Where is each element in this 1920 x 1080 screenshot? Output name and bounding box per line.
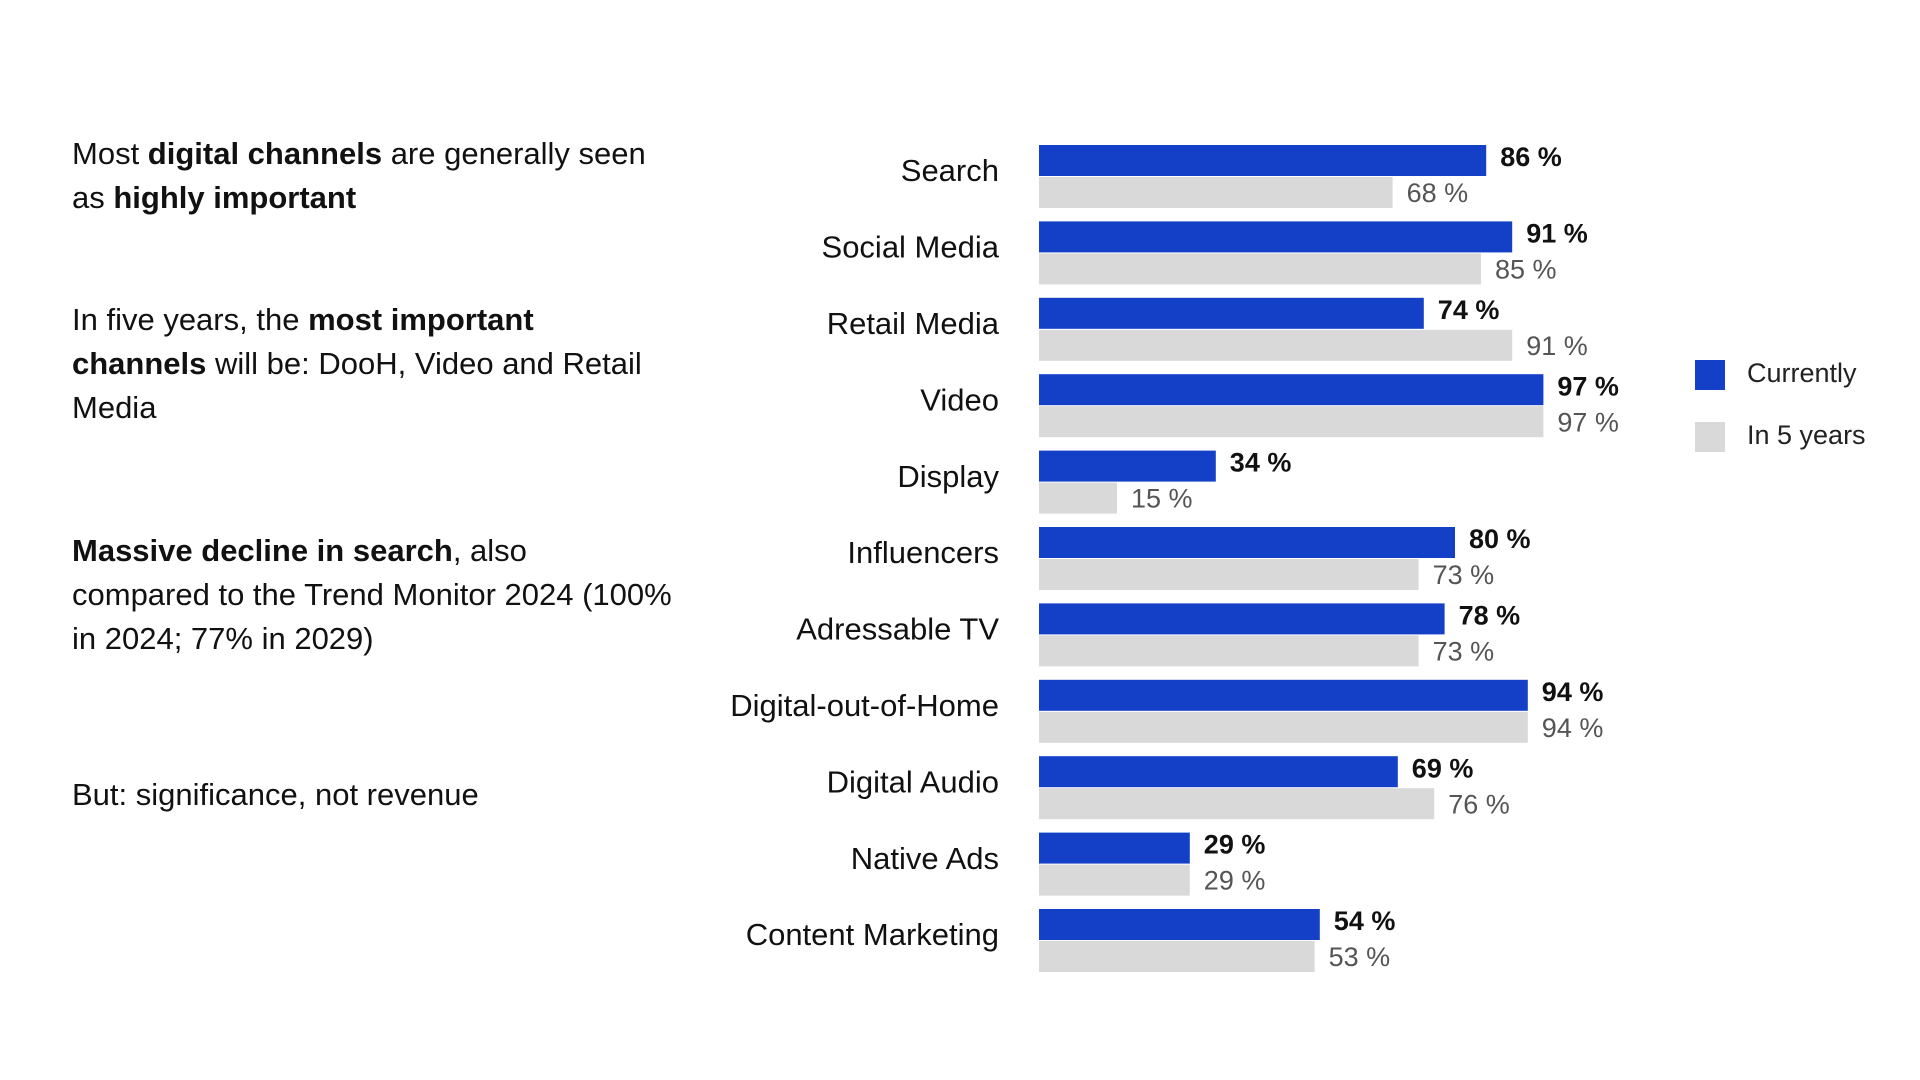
- bar: [1039, 177, 1393, 208]
- legend-label: In 5 years: [1747, 420, 1866, 450]
- category-label: Digital Audio: [827, 764, 999, 799]
- legend-swatch: [1695, 360, 1725, 390]
- value-label: 94 %: [1542, 677, 1604, 707]
- value-label: 85 %: [1495, 255, 1557, 285]
- bold-text: Massive decline in search: [72, 533, 453, 568]
- bar: [1039, 297, 1424, 329]
- paragraph: In five years, the most important channe…: [72, 298, 672, 430]
- value-label: 86 %: [1500, 142, 1562, 172]
- value-label: 91 %: [1526, 219, 1588, 249]
- value-label: 29 %: [1204, 866, 1266, 896]
- value-label: 29 %: [1204, 830, 1266, 860]
- bar: [1039, 635, 1419, 667]
- bold-text: digital channels: [147, 136, 383, 171]
- paragraph: But: significance, not revenue: [72, 773, 672, 817]
- text: , also compared to the Trend Monitor 202…: [72, 533, 672, 656]
- value-label: 73 %: [1433, 560, 1495, 590]
- category-label: Display: [897, 459, 999, 494]
- value-label: 53 %: [1329, 942, 1391, 972]
- text: In five years, the: [72, 302, 309, 337]
- value-label: 80 %: [1469, 524, 1531, 554]
- category-label: Social Media: [822, 230, 1000, 265]
- value-label: 97 %: [1557, 371, 1619, 401]
- bar: [1039, 527, 1455, 558]
- value-label: 74 %: [1438, 295, 1500, 325]
- text: will be: DooH, Video and Retail Media: [72, 346, 642, 425]
- bar: [1039, 832, 1190, 864]
- bar: [1039, 603, 1445, 635]
- value-label: 76 %: [1448, 789, 1510, 819]
- bar: [1039, 941, 1315, 972]
- category-label: Content Marketing: [746, 917, 999, 952]
- bar: [1039, 406, 1544, 438]
- bold-text: most important channels: [72, 302, 534, 381]
- bar: [1039, 145, 1487, 176]
- paragraph: Massive decline in search, also compared…: [72, 529, 672, 661]
- category-label: Retail Media: [827, 306, 1000, 341]
- category-label: Video: [920, 382, 999, 417]
- bar: [1039, 482, 1117, 514]
- value-label: 73 %: [1433, 637, 1495, 667]
- bar: [1039, 909, 1320, 940]
- legend-swatch: [1695, 422, 1725, 452]
- bar: [1039, 221, 1513, 253]
- category-label: Adressable TV: [796, 612, 999, 647]
- bar: [1039, 374, 1544, 406]
- bar: [1039, 864, 1190, 896]
- bold-text: highly important: [113, 180, 357, 215]
- value-label: 94 %: [1542, 713, 1604, 743]
- value-label: 68 %: [1407, 178, 1469, 208]
- text: Most: [72, 136, 148, 171]
- paragraph: Most digital channels are generally seen…: [72, 132, 672, 220]
- bar: [1039, 450, 1216, 482]
- text: are generally seen as: [72, 136, 646, 215]
- legend-label: Currently: [1747, 358, 1857, 388]
- bar: [1039, 756, 1398, 788]
- value-label: 69 %: [1412, 753, 1474, 783]
- bar: [1039, 679, 1528, 711]
- category-label: Search: [901, 153, 999, 188]
- value-label: 97 %: [1557, 407, 1619, 437]
- text: But: significance, not revenue: [72, 777, 479, 812]
- bar: [1039, 711, 1528, 743]
- value-label: 78 %: [1459, 601, 1521, 631]
- value-label: 15 %: [1131, 484, 1193, 514]
- value-label: 34 %: [1230, 448, 1292, 478]
- bar: [1039, 253, 1481, 285]
- bar: [1039, 559, 1419, 590]
- category-label: Digital-out-of-Home: [730, 688, 999, 723]
- bar: [1039, 329, 1513, 361]
- bar: [1039, 788, 1435, 820]
- category-label: Native Ads: [851, 841, 999, 876]
- value-label: 54 %: [1334, 906, 1396, 936]
- value-label: 91 %: [1526, 331, 1588, 361]
- category-label: Influencers: [847, 535, 999, 570]
